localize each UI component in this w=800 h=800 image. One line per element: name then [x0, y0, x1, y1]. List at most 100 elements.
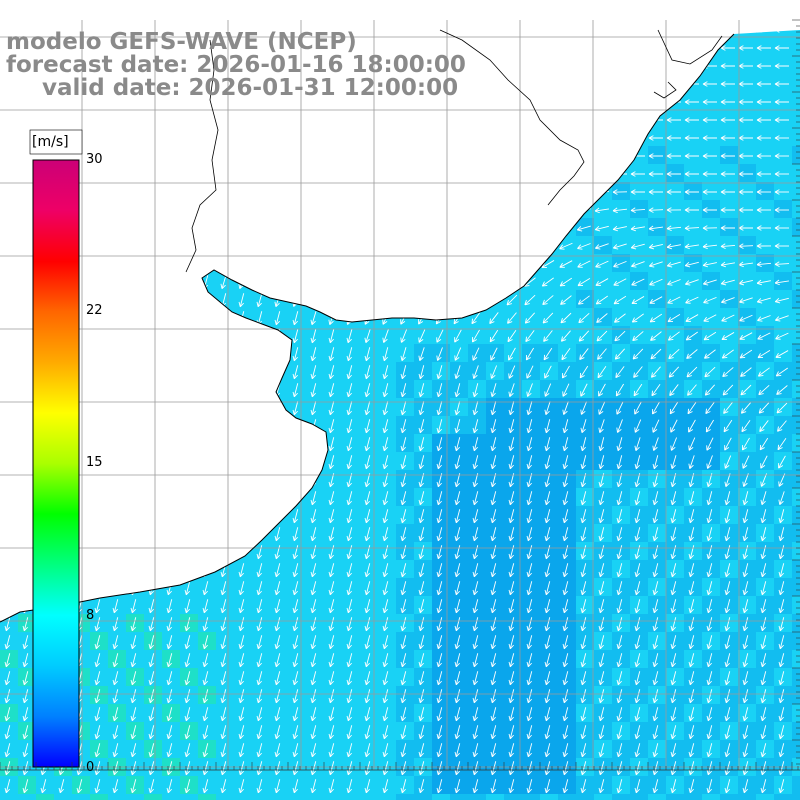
- field-cell: [414, 488, 433, 507]
- field-cell: [162, 686, 181, 705]
- field-cell: [648, 218, 667, 237]
- field-cell: [342, 506, 361, 525]
- wind-arrow: [756, 225, 771, 231]
- field-cell: [630, 632, 649, 651]
- wind-arrow: [544, 419, 551, 434]
- field-cell: [558, 668, 577, 687]
- field-cell: [450, 488, 469, 507]
- wind-arrow: [598, 437, 605, 452]
- field-cell: [504, 560, 523, 579]
- field-cell: [774, 704, 793, 723]
- field-cell: [558, 362, 577, 381]
- field-cell: [702, 740, 721, 759]
- field-cell: [630, 650, 649, 669]
- field-cell: [342, 524, 361, 543]
- field-cell: [162, 794, 181, 800]
- field-cell: [648, 686, 667, 705]
- field-cell: [36, 794, 55, 800]
- wind-arrow: [418, 365, 425, 380]
- field-cell: [378, 452, 397, 471]
- wind-arrow: [580, 437, 587, 452]
- field-cell: [414, 794, 433, 800]
- wind-arrow: [508, 347, 516, 361]
- field-cell: [468, 632, 487, 651]
- wind-arrow: [686, 349, 698, 359]
- field-cell: [666, 560, 685, 579]
- field-cell: [126, 632, 145, 651]
- field-cell: [270, 722, 289, 741]
- field-cell: [432, 776, 451, 795]
- field-cell: [738, 740, 757, 759]
- wind-arrow: [364, 401, 371, 416]
- wind-arrow: [759, 420, 769, 432]
- field-cell: [558, 632, 577, 651]
- field-cell: [792, 398, 800, 417]
- field-cell: [756, 164, 775, 183]
- wind-arrow: [577, 260, 591, 268]
- wind-arrow: [346, 365, 353, 380]
- field-cell: [684, 704, 703, 723]
- field-cell: [792, 74, 800, 93]
- field-cell: [432, 344, 451, 363]
- field-cell: [0, 794, 19, 800]
- field-cell: [306, 488, 325, 507]
- field-cell: [450, 578, 469, 597]
- field-cell: [270, 596, 289, 615]
- field-cell: [144, 650, 163, 669]
- field-cell: [792, 668, 800, 687]
- wind-arrow: [615, 383, 625, 397]
- wind-arrow: [292, 365, 299, 380]
- wind-arrow: [328, 347, 335, 362]
- field-cell: [612, 776, 631, 795]
- field-cell: [108, 776, 127, 795]
- wind-arrow: [310, 401, 317, 416]
- field-cell: [792, 308, 800, 327]
- field-cell: [738, 56, 757, 75]
- wind-arrow: [310, 311, 317, 326]
- field-cell: [756, 38, 775, 57]
- wind-arrow: [631, 261, 645, 268]
- wind-arrow: [364, 419, 371, 434]
- field-cell: [486, 542, 505, 561]
- wind-arrow: [774, 117, 789, 123]
- field-cell: [342, 614, 361, 633]
- field-cell: [432, 488, 451, 507]
- field-cell: [234, 560, 253, 579]
- field-cell: [324, 650, 343, 669]
- field-cell: [756, 578, 775, 597]
- field-cell: [54, 776, 73, 795]
- wind-arrow: [738, 45, 753, 51]
- field-cell: [630, 506, 649, 525]
- field-cell: [540, 614, 559, 633]
- field-cell: [360, 704, 379, 723]
- field-cell: [702, 398, 721, 417]
- field-cell: [432, 578, 451, 597]
- field-cell: [558, 704, 577, 723]
- field-cell: [738, 128, 757, 147]
- field-cell: [162, 614, 181, 633]
- field-cell: [792, 596, 800, 615]
- field-cell: [450, 632, 469, 651]
- field-cell: [702, 164, 721, 183]
- field-cell: [288, 578, 307, 597]
- field-cell: [612, 596, 631, 615]
- wind-arrow: [616, 437, 623, 452]
- field-cell: [378, 506, 397, 525]
- field-cell: [738, 38, 757, 57]
- field-cell: [450, 722, 469, 741]
- field-cell: [630, 182, 649, 201]
- wind-arrow: [490, 383, 497, 398]
- field-cell: [540, 344, 559, 363]
- wind-arrow: [668, 348, 680, 360]
- field-cell: [90, 686, 109, 705]
- field-cell: [738, 110, 757, 129]
- wind-arrow: [292, 347, 299, 362]
- field-cell: [396, 524, 415, 543]
- wind-arrow: [598, 401, 606, 415]
- field-cell: [90, 632, 109, 651]
- field-cell: [558, 740, 577, 759]
- field-cell: [486, 488, 505, 507]
- field-cell: [378, 740, 397, 759]
- field-cell: [792, 542, 800, 561]
- field-cell: [540, 686, 559, 705]
